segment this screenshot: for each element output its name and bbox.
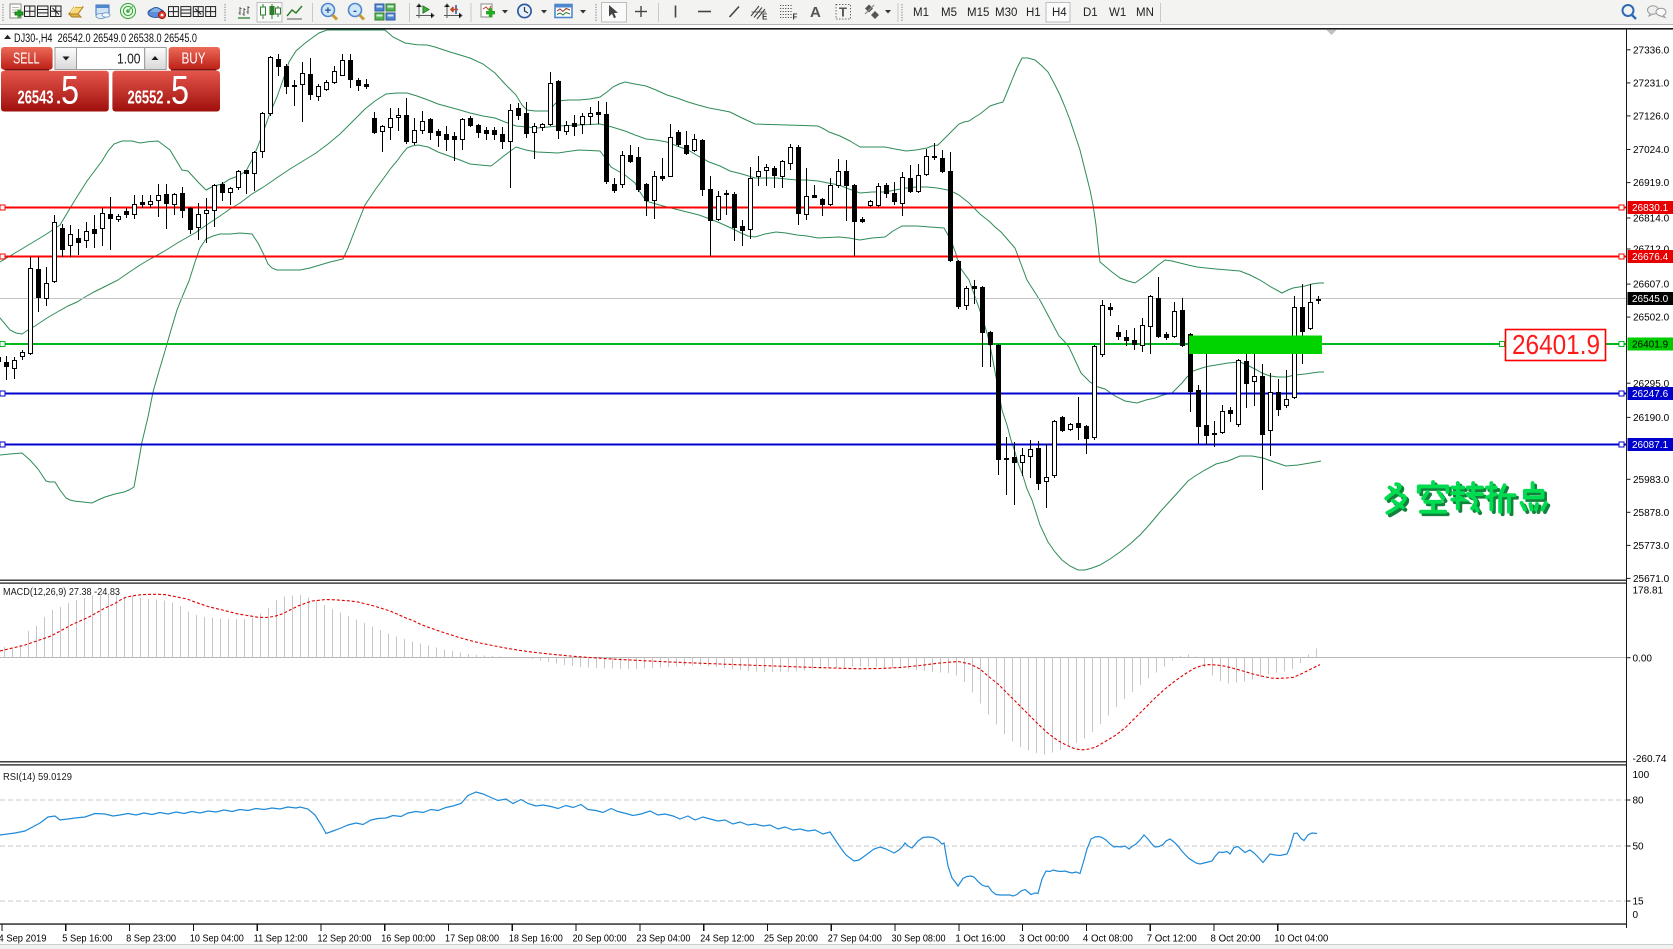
- svg-text:27336.0: 27336.0: [1633, 45, 1670, 56]
- svg-text:25773.0: 25773.0: [1633, 541, 1670, 552]
- svg-text:26676.4: 26676.4: [1632, 252, 1669, 263]
- svg-text:SELL: SELL: [13, 51, 40, 68]
- svg-text:25671.0: 25671.0: [1633, 574, 1670, 585]
- svg-text:3 Oct 00:00: 3 Oct 00:00: [1019, 934, 1069, 945]
- svg-text:0: 0: [1633, 910, 1639, 921]
- svg-text:16 Sep 00:00: 16 Sep 00:00: [381, 934, 435, 945]
- svg-text:D1: D1: [1083, 7, 1098, 19]
- svg-text:1 Oct 16:00: 1 Oct 16:00: [955, 934, 1005, 945]
- svg-text:25983.0: 25983.0: [1633, 475, 1670, 486]
- svg-text:10 Oct 04:00: 10 Oct 04:00: [1274, 934, 1328, 945]
- svg-text:.: .: [56, 87, 61, 108]
- svg-text:F: F: [793, 13, 798, 22]
- svg-text:26295.0: 26295.0: [1633, 379, 1670, 390]
- svg-text:30 Sep 08:00: 30 Sep 08:00: [892, 934, 946, 945]
- svg-text:RSI(14) 59.0129: RSI(14) 59.0129: [3, 771, 72, 783]
- svg-text:24 Sep 12:00: 24 Sep 12:00: [700, 934, 754, 945]
- svg-text:26401.9: 26401.9: [1632, 340, 1669, 351]
- svg-text:MACD(12,26,9) 27.38 -24.83: MACD(12,26,9) 27.38 -24.83: [3, 586, 120, 598]
- svg-text:12 Sep 20:00: 12 Sep 20:00: [317, 934, 371, 945]
- svg-text:26545.0: 26545.0: [1632, 294, 1669, 305]
- svg-text:18 Sep 16:00: 18 Sep 16:00: [509, 934, 563, 945]
- svg-text:11 Sep 12:00: 11 Sep 12:00: [254, 934, 308, 945]
- svg-text:15: 15: [1633, 897, 1645, 908]
- svg-text:17 Sep 08:00: 17 Sep 08:00: [445, 934, 499, 945]
- svg-text:M15: M15: [967, 7, 989, 19]
- svg-text:100: 100: [1633, 770, 1650, 781]
- svg-text:5: 5: [171, 69, 189, 113]
- svg-text:27024.0: 27024.0: [1633, 145, 1670, 156]
- svg-text:E: E: [762, 13, 768, 22]
- svg-text:.: .: [166, 87, 171, 108]
- svg-text:DJ30-,H4 26542.0 26549.0 2653: DJ30-,H4 26542.0 26549.0 26538.0 26545.0: [14, 33, 197, 45]
- svg-text:26247.6: 26247.6: [1632, 389, 1669, 400]
- svg-text:20 Sep 00:00: 20 Sep 00:00: [573, 934, 627, 945]
- svg-text:23 Sep 04:00: 23 Sep 04:00: [636, 934, 690, 945]
- svg-text:A: A: [810, 4, 821, 21]
- svg-text:10 Sep 04:00: 10 Sep 04:00: [190, 934, 244, 945]
- svg-text:7 Oct 12:00: 7 Oct 12:00: [1147, 934, 1197, 945]
- svg-text:26552: 26552: [128, 87, 164, 108]
- svg-text:26919.0: 26919.0: [1633, 178, 1670, 189]
- svg-text:27126.0: 27126.0: [1633, 112, 1670, 123]
- svg-text:178.81: 178.81: [1633, 586, 1664, 597]
- svg-text:26087.1: 26087.1: [1632, 440, 1669, 451]
- svg-text:50: 50: [1633, 842, 1645, 853]
- svg-text:4 Oct 08:00: 4 Oct 08:00: [1083, 934, 1133, 945]
- svg-text:25878.0: 25878.0: [1633, 508, 1670, 519]
- svg-text:M5: M5: [941, 7, 957, 19]
- svg-text:H1: H1: [1026, 7, 1041, 19]
- svg-text:5: 5: [61, 69, 79, 113]
- svg-text:H4: H4: [1052, 7, 1067, 19]
- svg-text:-260.74: -260.74: [1633, 754, 1667, 765]
- svg-text:BUY: BUY: [182, 51, 206, 68]
- svg-text:80: 80: [1633, 796, 1645, 807]
- svg-text:26502.0: 26502.0: [1633, 313, 1670, 324]
- svg-text:T: T: [839, 5, 847, 20]
- svg-text:MN: MN: [1136, 7, 1154, 19]
- svg-text:26543: 26543: [18, 87, 54, 108]
- svg-text:8 Sep 23:00: 8 Sep 23:00: [126, 934, 176, 945]
- svg-text:26190.0: 26190.0: [1633, 413, 1670, 424]
- svg-text:8 Oct 20:00: 8 Oct 20:00: [1211, 934, 1261, 945]
- svg-text:26401.9: 26401.9: [1512, 329, 1600, 360]
- svg-text:4 Sep 2019: 4 Sep 2019: [0, 934, 47, 945]
- svg-text:27231.0: 27231.0: [1633, 79, 1670, 90]
- svg-text:5 Sep 16:00: 5 Sep 16:00: [62, 934, 112, 945]
- svg-text:W1: W1: [1109, 7, 1126, 19]
- svg-text:26814.0: 26814.0: [1633, 214, 1670, 225]
- svg-text:0.00: 0.00: [1633, 653, 1653, 664]
- svg-text:M30: M30: [995, 7, 1017, 19]
- svg-text:26830.1: 26830.1: [1632, 203, 1669, 214]
- svg-text:26607.0: 26607.0: [1633, 280, 1670, 291]
- svg-text:-: -: [353, 5, 357, 17]
- svg-text:27 Sep 04:00: 27 Sep 04:00: [828, 934, 882, 945]
- svg-text:+: +: [325, 5, 331, 17]
- svg-text:1.00: 1.00: [117, 51, 141, 68]
- svg-text:M1: M1: [913, 7, 929, 19]
- svg-text:25 Sep 20:00: 25 Sep 20:00: [764, 934, 818, 945]
